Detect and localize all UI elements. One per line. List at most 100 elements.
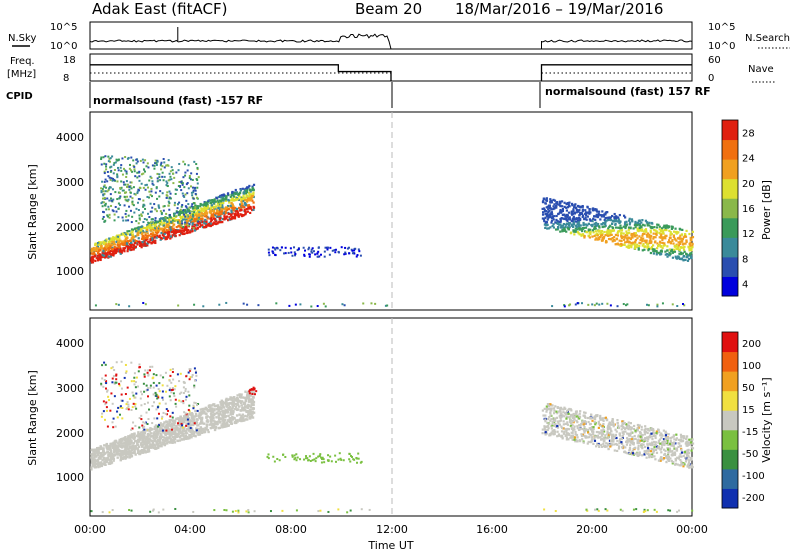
velocity-cell <box>166 413 169 416</box>
power-cell <box>661 246 664 250</box>
power-cell <box>131 215 134 218</box>
power-cell <box>109 166 112 169</box>
velocity-cell <box>161 384 164 387</box>
power-cell <box>94 242 97 245</box>
power-cell <box>107 240 110 244</box>
power-cell <box>648 224 651 227</box>
power-cell <box>241 200 245 203</box>
velocity-cell <box>226 408 230 411</box>
velocity-cell <box>171 436 175 439</box>
power-cell <box>167 204 170 207</box>
velocity-cell <box>248 392 251 395</box>
velocity-cell <box>151 441 155 445</box>
power-cell <box>121 243 124 246</box>
power-cell <box>252 193 255 196</box>
power-cell <box>196 206 200 210</box>
power-cell <box>656 242 659 245</box>
power-cell <box>159 210 162 213</box>
power-cell <box>213 218 217 221</box>
power-cell <box>96 247 99 250</box>
power-cell <box>129 195 132 198</box>
velocity-cell <box>161 424 165 427</box>
velocity-cell <box>198 433 202 436</box>
power-cell <box>245 194 248 198</box>
velocity-cell <box>198 429 202 432</box>
power-cell <box>225 301 228 304</box>
velocity-cell <box>167 436 170 440</box>
power-cell <box>139 244 142 247</box>
power-cell <box>225 217 228 220</box>
power-cell <box>112 198 115 201</box>
power-cell <box>126 236 129 240</box>
velocity-cell <box>247 398 251 401</box>
power-cell <box>578 214 581 217</box>
power-cell <box>129 232 133 235</box>
power-cell <box>109 197 112 200</box>
power-cell <box>169 228 172 231</box>
power-cell <box>168 197 171 200</box>
velocity-cell <box>155 408 158 411</box>
power-cell <box>583 223 586 226</box>
velocity-cell <box>248 404 251 408</box>
velocity-cell <box>191 416 194 420</box>
power-cell <box>116 248 119 251</box>
power-cell <box>220 212 223 215</box>
power-cell <box>188 224 191 227</box>
velocity-cell <box>188 436 191 440</box>
power-cell <box>150 229 153 232</box>
power-cell <box>109 250 113 253</box>
power-cell <box>168 220 171 223</box>
power-cell <box>188 206 191 209</box>
velocity-cell <box>246 406 249 410</box>
power-cell <box>221 204 224 207</box>
power-cell <box>162 222 165 225</box>
power-cell <box>356 254 359 257</box>
power-cell <box>555 221 558 224</box>
power-cell <box>599 218 602 221</box>
velocity-cell <box>124 363 127 366</box>
power-cell <box>146 244 149 247</box>
power-cell <box>115 240 118 243</box>
power-cell <box>123 183 126 186</box>
power-cell <box>546 223 549 226</box>
velocity-cell <box>124 435 127 439</box>
power-cell <box>656 247 659 250</box>
power-cell <box>179 185 182 188</box>
power-cell <box>638 235 641 238</box>
power-cell <box>172 172 175 175</box>
power-cell <box>547 208 550 211</box>
power-cell <box>143 204 146 207</box>
power-cell <box>602 235 606 239</box>
velocity-cell <box>252 400 256 404</box>
velocity-cell <box>203 410 206 414</box>
velocity-cell <box>200 411 204 415</box>
velocity-cell <box>305 457 308 460</box>
velocity-cell <box>208 423 212 426</box>
power-cell <box>573 204 576 207</box>
power-cell <box>691 243 694 247</box>
power-cell <box>140 173 143 176</box>
power-cell <box>346 247 349 250</box>
power-cell <box>91 259 94 263</box>
velocity-cell <box>251 408 254 411</box>
velocity-cell <box>112 375 115 378</box>
velocity-cell <box>185 437 188 441</box>
velocity-cell <box>166 438 169 442</box>
velocity-cell <box>163 442 167 446</box>
velocity-cell <box>168 395 171 398</box>
power-cell <box>157 204 160 207</box>
power-cell <box>565 209 569 212</box>
power-cell <box>200 219 203 222</box>
power-cell <box>649 229 652 232</box>
power-cell <box>186 208 189 211</box>
power-cell <box>546 205 549 208</box>
velocity-cell <box>251 392 254 395</box>
velocity-cell <box>223 410 226 413</box>
power-cell <box>570 223 573 226</box>
power-cell <box>146 195 149 198</box>
power-cell <box>230 209 233 212</box>
power-cell <box>101 247 104 250</box>
velocity-cell <box>97 451 101 455</box>
power-cell <box>136 160 139 163</box>
power-cell <box>317 246 320 249</box>
